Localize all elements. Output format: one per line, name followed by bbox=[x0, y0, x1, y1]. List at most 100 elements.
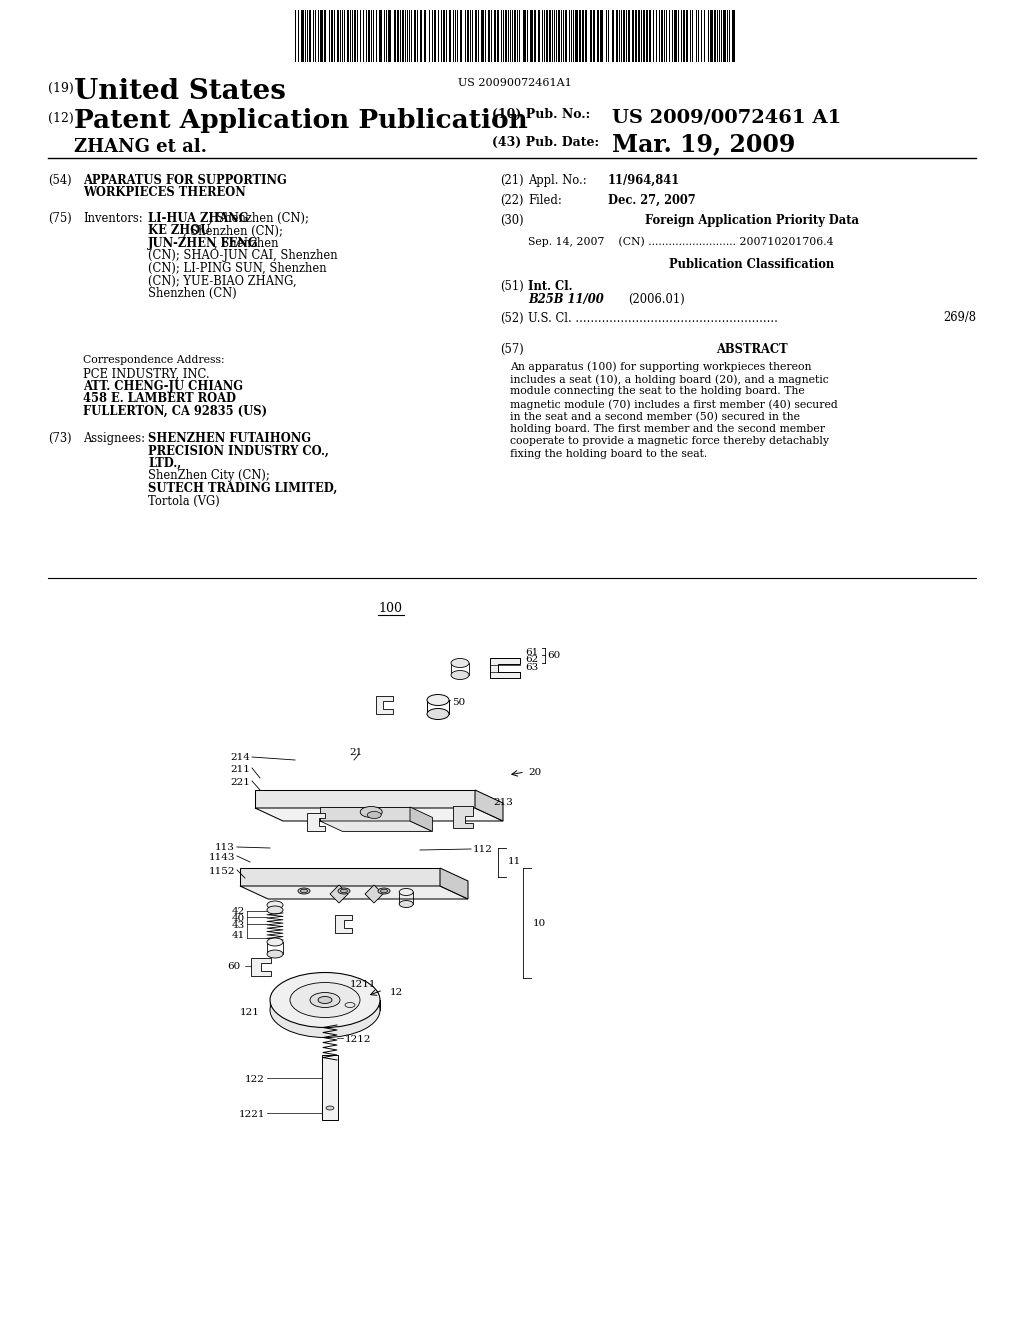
Text: LTD.,: LTD., bbox=[148, 457, 181, 470]
Bar bbox=[534, 11, 536, 62]
Ellipse shape bbox=[267, 906, 283, 913]
Text: (51): (51) bbox=[500, 280, 523, 293]
Bar bbox=[710, 11, 713, 62]
Text: (19): (19) bbox=[48, 82, 74, 95]
Text: 12: 12 bbox=[390, 987, 403, 997]
Bar bbox=[546, 11, 548, 62]
Bar bbox=[643, 11, 645, 62]
Polygon shape bbox=[255, 789, 475, 808]
Bar bbox=[424, 11, 426, 62]
Bar bbox=[368, 11, 370, 62]
Text: 11/964,841: 11/964,841 bbox=[608, 174, 680, 187]
Bar bbox=[337, 11, 339, 62]
Text: United States: United States bbox=[74, 78, 286, 106]
Ellipse shape bbox=[378, 888, 390, 894]
Text: 122: 122 bbox=[245, 1074, 265, 1084]
Text: 63: 63 bbox=[525, 663, 539, 672]
Polygon shape bbox=[319, 807, 410, 821]
Bar bbox=[683, 11, 685, 62]
Text: 213: 213 bbox=[493, 799, 513, 807]
Text: US 2009/0072461 A1: US 2009/0072461 A1 bbox=[612, 108, 842, 125]
Ellipse shape bbox=[399, 888, 414, 895]
Ellipse shape bbox=[338, 888, 350, 894]
Ellipse shape bbox=[310, 993, 340, 1007]
Text: Foreign Application Priority Data: Foreign Application Priority Data bbox=[645, 214, 859, 227]
Bar bbox=[443, 11, 445, 62]
Text: 121: 121 bbox=[240, 1008, 260, 1016]
Bar bbox=[635, 11, 637, 62]
Bar bbox=[579, 11, 581, 62]
Text: (57): (57) bbox=[500, 343, 523, 356]
Bar bbox=[388, 11, 391, 62]
Bar bbox=[309, 11, 311, 62]
Bar bbox=[623, 11, 625, 62]
Text: U.S. Cl. ......................................................: U.S. Cl. ...............................… bbox=[528, 312, 778, 325]
Bar bbox=[488, 11, 490, 62]
Text: 21: 21 bbox=[349, 748, 362, 756]
Text: Inventors:: Inventors: bbox=[83, 213, 142, 224]
Bar bbox=[494, 11, 496, 62]
Polygon shape bbox=[410, 807, 432, 832]
Text: PRECISION INDUSTRY CO.,: PRECISION INDUSTRY CO., bbox=[148, 445, 329, 458]
Polygon shape bbox=[307, 813, 326, 832]
Text: (CN); YUE-BIAO ZHANG,: (CN); YUE-BIAO ZHANG, bbox=[148, 275, 297, 288]
Ellipse shape bbox=[267, 950, 283, 958]
Text: 61: 61 bbox=[525, 648, 539, 657]
Bar bbox=[585, 11, 587, 62]
Text: (CN); LI-PING SUN, Shenzhen: (CN); LI-PING SUN, Shenzhen bbox=[148, 261, 327, 275]
Text: in the seat and a second member (50) secured in the: in the seat and a second member (50) sec… bbox=[510, 412, 800, 422]
Text: B25B 11/00: B25B 11/00 bbox=[528, 293, 604, 306]
Text: ShenZhen City (CN);: ShenZhen City (CN); bbox=[148, 470, 269, 483]
Text: Appl. No.:: Appl. No.: bbox=[528, 174, 587, 187]
Ellipse shape bbox=[318, 997, 332, 1003]
Text: ATT. CHENG-JU CHIANG: ATT. CHENG-JU CHIANG bbox=[83, 380, 243, 393]
Bar bbox=[597, 11, 599, 62]
Text: (22): (22) bbox=[500, 194, 523, 207]
Text: 1143: 1143 bbox=[209, 853, 234, 862]
Bar bbox=[402, 11, 404, 62]
Text: 211: 211 bbox=[230, 766, 250, 774]
Ellipse shape bbox=[345, 1002, 355, 1007]
Text: APPARATUS FOR SUPPORTING: APPARATUS FOR SUPPORTING bbox=[83, 174, 287, 187]
Bar bbox=[662, 11, 663, 62]
Ellipse shape bbox=[427, 709, 449, 719]
Text: Shenzhen (CN): Shenzhen (CN) bbox=[148, 286, 237, 300]
Bar bbox=[420, 11, 422, 62]
Ellipse shape bbox=[326, 1106, 334, 1110]
Text: Sep. 14, 2007    (CN) .......................... 200710201706.4: Sep. 14, 2007 (CN) .....................… bbox=[528, 236, 834, 247]
Text: (CN); SHAO-JUN CAI, Shenzhen: (CN); SHAO-JUN CAI, Shenzhen bbox=[148, 249, 338, 263]
Bar bbox=[674, 11, 677, 62]
Text: FULLERTON, CA 92835 (US): FULLERTON, CA 92835 (US) bbox=[83, 405, 267, 418]
Bar bbox=[593, 11, 595, 62]
Bar bbox=[732, 11, 735, 62]
Polygon shape bbox=[365, 884, 383, 903]
Polygon shape bbox=[251, 958, 271, 975]
Text: (30): (30) bbox=[500, 214, 523, 227]
Text: LI-HUA ZHANG: LI-HUA ZHANG bbox=[148, 213, 249, 224]
Bar bbox=[632, 11, 634, 62]
Ellipse shape bbox=[381, 890, 387, 892]
Polygon shape bbox=[475, 789, 503, 821]
Text: 11: 11 bbox=[508, 858, 521, 866]
Bar bbox=[590, 11, 592, 62]
Text: includes a seat (10), a holding board (20), and a magnetic: includes a seat (10), a holding board (2… bbox=[510, 374, 828, 384]
Text: 62: 62 bbox=[525, 655, 539, 664]
Text: PCE INDUSTRY, INC.: PCE INDUSTRY, INC. bbox=[83, 367, 210, 380]
Polygon shape bbox=[255, 808, 503, 821]
Bar bbox=[434, 11, 436, 62]
Text: 20: 20 bbox=[528, 768, 542, 777]
Text: (43) Pub. Date:: (43) Pub. Date: bbox=[492, 136, 599, 149]
Text: SHENZHEN FUTAIHONG: SHENZHEN FUTAIHONG bbox=[148, 432, 311, 445]
Ellipse shape bbox=[267, 902, 283, 909]
Text: Tortola (VG): Tortola (VG) bbox=[148, 495, 220, 507]
Ellipse shape bbox=[290, 982, 360, 1018]
Bar bbox=[301, 11, 304, 62]
Text: cooperate to provide a magnetic force thereby detachably: cooperate to provide a magnetic force th… bbox=[510, 437, 829, 446]
Bar bbox=[497, 11, 499, 62]
Bar bbox=[319, 11, 323, 62]
Polygon shape bbox=[240, 886, 468, 899]
Polygon shape bbox=[490, 657, 520, 678]
Text: 100: 100 bbox=[378, 602, 402, 615]
Bar bbox=[347, 11, 349, 62]
Text: (73): (73) bbox=[48, 432, 72, 445]
